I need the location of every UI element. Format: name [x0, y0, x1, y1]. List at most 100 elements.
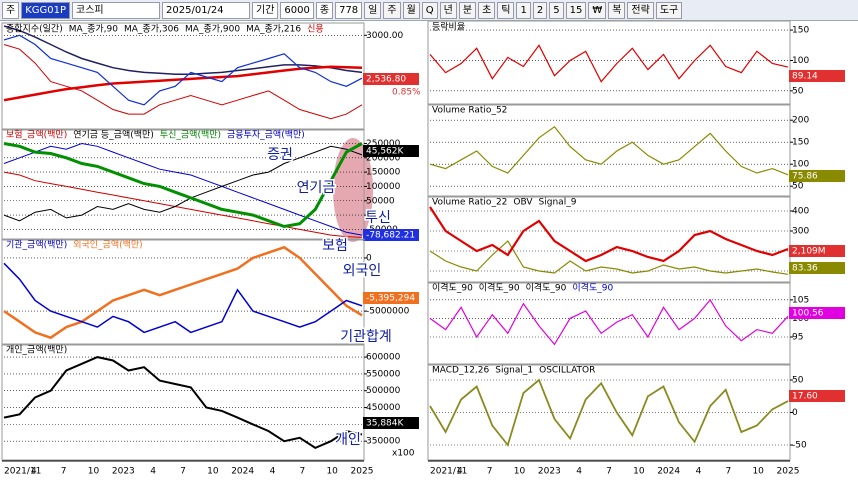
y-tick-label: -50 [792, 441, 807, 451]
toolbar-item[interactable]: 도구 [655, 1, 683, 19]
series-line [3, 142, 363, 236]
y-tick-label: 500000 [366, 386, 401, 396]
series-line [3, 245, 363, 340]
series-line [429, 206, 789, 263]
y-tick-label: 0 [366, 253, 372, 263]
legend-entry: 종합지수(일간) [6, 24, 63, 35]
x-tick-label: 7 [180, 467, 186, 477]
value-tag: 17.60 [792, 392, 818, 402]
value-tag: 89.14 [792, 72, 818, 82]
toolbar-item[interactable]: 전략 [627, 1, 654, 19]
y-tick-label: 50000 [366, 196, 395, 206]
value-tag: 45,562K [366, 147, 404, 157]
value-tag-box [363, 145, 419, 157]
value-tag-box [789, 390, 845, 402]
highlight [333, 138, 373, 242]
y-tick-label: 0 [366, 211, 372, 221]
toolbar-item[interactable]: 초 [478, 1, 496, 19]
x-tick-label: 2021/11 [430, 467, 467, 477]
y-tick-label: 400 [792, 207, 809, 217]
value-tag: 0.85% [392, 88, 421, 98]
toolbar-item[interactable]: 15 [565, 1, 587, 19]
toolbar-item[interactable]: 일 [364, 1, 382, 19]
toolbar-item[interactable]: 2 [532, 1, 548, 19]
annotation: 투신 [365, 210, 391, 226]
y-tick-label: 550000 [366, 369, 401, 379]
x-tick-label: 2021/11 [4, 467, 41, 477]
toolbar-item[interactable]: 1 [516, 1, 531, 19]
value-tag-box [363, 292, 419, 304]
toolbar-item[interactable]: 주 [383, 1, 401, 19]
toolbar-item: 코스피 [72, 1, 161, 19]
value-tag-box [789, 170, 845, 182]
toolbar-item[interactable]: 년 [439, 1, 457, 19]
series-line [3, 44, 363, 120]
legend-entry: Signal_1 [495, 366, 533, 376]
toolbar-item: 778 [335, 1, 363, 19]
value-tag: -5,395,294 [366, 294, 415, 304]
y-tick-label: 300 [792, 227, 809, 237]
toolbar-item[interactable]: 분 [458, 1, 477, 19]
legend-entry: 이격도_90 [526, 282, 567, 294]
toolbar-item[interactable]: Q [421, 1, 438, 19]
series-line [3, 171, 363, 238]
value-tag-box [789, 245, 845, 257]
legend-entry: MACD_12,26 [432, 366, 490, 376]
y-tick-label: 100 [792, 56, 809, 66]
y-tick-label: -5000000 [366, 307, 410, 317]
legend-entry: 투신_금액(백만) [160, 129, 221, 141]
series-line [429, 298, 789, 346]
toolbar-item: 기간 [252, 1, 279, 19]
value-tag-box [789, 70, 845, 82]
toolbar-item: 주 [2, 1, 20, 19]
x-tick-label: 7 [606, 467, 612, 477]
y-tick-label: 3000.00 [366, 31, 403, 41]
annotation: 증권 [267, 147, 293, 163]
x-tick-label: 4 [31, 467, 37, 477]
toolbar-item[interactable]: 월 [402, 1, 420, 19]
panel-frame [1, 343, 365, 461]
legend-entry: 외국인_금액(백만) [73, 239, 142, 251]
annotation: 보험 [322, 238, 348, 254]
legend-entry: 연기금 등_금액(백만) [73, 129, 154, 141]
y-tick-label: 100 [792, 160, 809, 170]
value-tag: 100.56 [792, 309, 824, 319]
toolbar-item[interactable]: 복 [608, 1, 626, 19]
toolbar-item[interactable]: ₩ [588, 1, 607, 19]
toolbar-item: KGG01P [21, 1, 71, 19]
series-line [429, 240, 789, 275]
x-tick-label: 7 [487, 467, 493, 477]
y-tick-label: 50 [792, 376, 804, 386]
x-tick-label: 10 [633, 467, 645, 477]
y-tick-label: 95 [792, 333, 803, 343]
x-tick-label: 10 [326, 467, 338, 477]
toolbar-item[interactable]: 5 [549, 1, 564, 19]
legend-entry: 보험_금액(백만) [6, 129, 67, 141]
value-tag: 83.36 [792, 264, 818, 274]
series-line [429, 125, 789, 176]
y-tick-label: 450000 [366, 403, 401, 413]
y-tick-label: 50 [792, 86, 804, 96]
legend-entry: Signal_9 [539, 198, 577, 208]
value-tag: 2,536.80 [366, 75, 406, 85]
legend-entry: OSCILLATOR [539, 366, 595, 376]
annotation: 연기금 [297, 180, 336, 196]
y-tick-label: 150 [792, 26, 809, 36]
x-tick-label: 2024 [231, 467, 254, 477]
toolbar-item[interactable]: 틱 [497, 1, 515, 19]
legend-entry: 신용 [307, 24, 324, 35]
y-tick-label: 50 [792, 182, 804, 192]
panel-frame [427, 281, 791, 366]
x-tick-label: 2023 [112, 467, 135, 477]
panel-frame [427, 195, 791, 284]
y-tick-label: 105 [792, 295, 809, 305]
x-tick-label: 2023 [538, 467, 561, 477]
toolbar-item: 2025/01/24 [162, 1, 251, 19]
legend-entry: 이격도_90 [572, 282, 613, 294]
series-line [429, 378, 789, 447]
series-line [429, 44, 789, 83]
legend-entry: OBV [513, 198, 533, 208]
x-tick-label: 7 [725, 467, 731, 477]
legend-entry: Volume Ratio_22 [432, 198, 507, 208]
legend-entry: MA_종가,306 [124, 24, 179, 35]
